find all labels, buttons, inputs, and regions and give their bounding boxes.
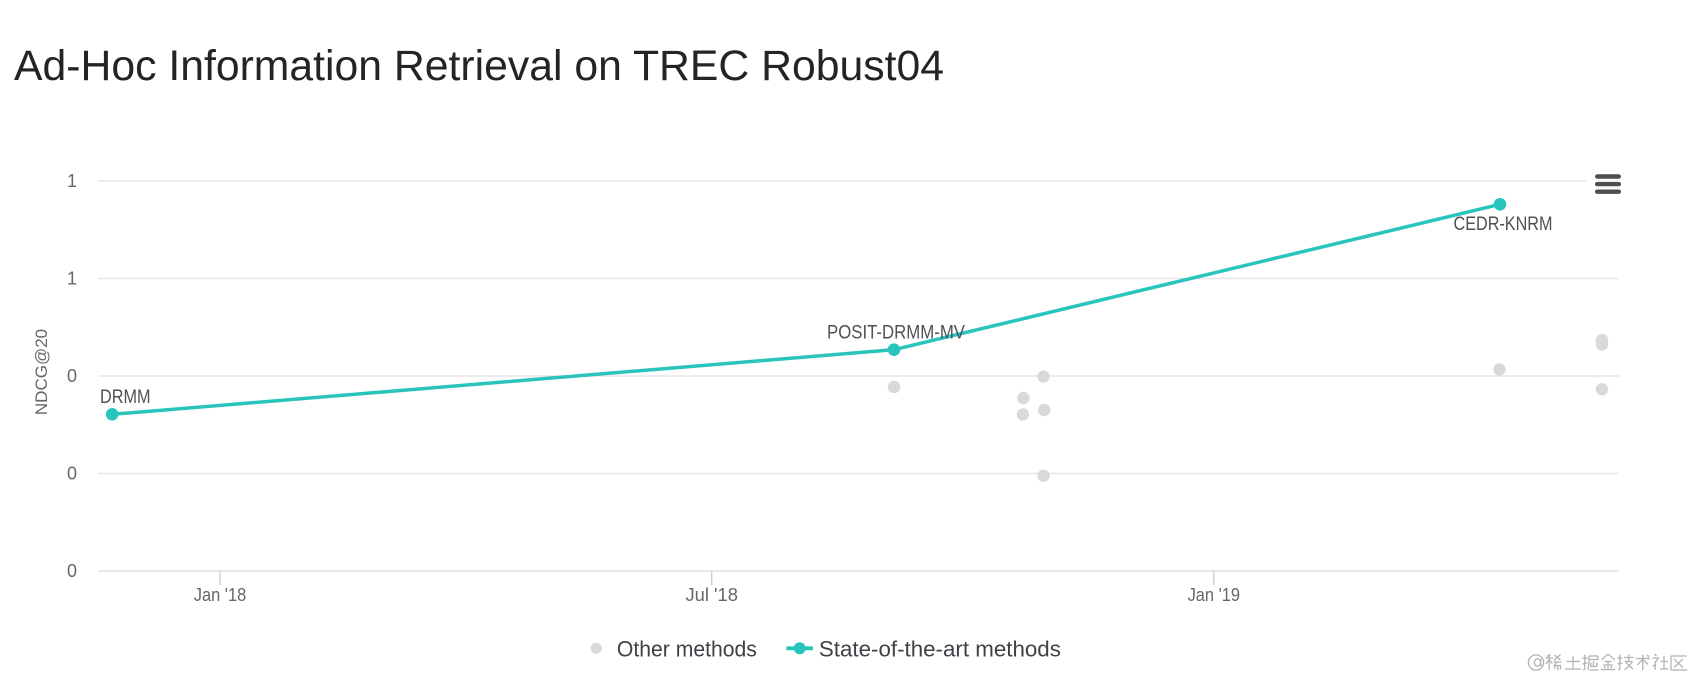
svg-text:Jan '19: Jan '19 — [1188, 585, 1240, 605]
svg-text:0: 0 — [67, 561, 77, 581]
svg-text:Ad-Hoc Information Retrieval o: Ad-Hoc Information Retrieval on TREC Rob… — [14, 43, 944, 90]
svg-text:CEDR-KNRM: CEDR-KNRM — [1454, 214, 1553, 235]
svg-text:1: 1 — [67, 171, 77, 191]
svg-text:Jul '18: Jul '18 — [686, 585, 738, 605]
svg-text:NDCG@20: NDCG@20 — [32, 329, 51, 415]
svg-text:DRMM: DRMM — [100, 387, 151, 408]
svg-text:0: 0 — [67, 464, 77, 484]
svg-text:1: 1 — [67, 269, 77, 289]
svg-text:Other methods: Other methods — [617, 637, 757, 662]
svg-text:0: 0 — [67, 366, 77, 386]
svg-text:POSIT-DRMM-MV: POSIT-DRMM-MV — [827, 323, 965, 344]
svg-text:Jan '18: Jan '18 — [194, 585, 246, 605]
svg-text:State-of-the-art methods: State-of-the-art methods — [819, 637, 1061, 662]
